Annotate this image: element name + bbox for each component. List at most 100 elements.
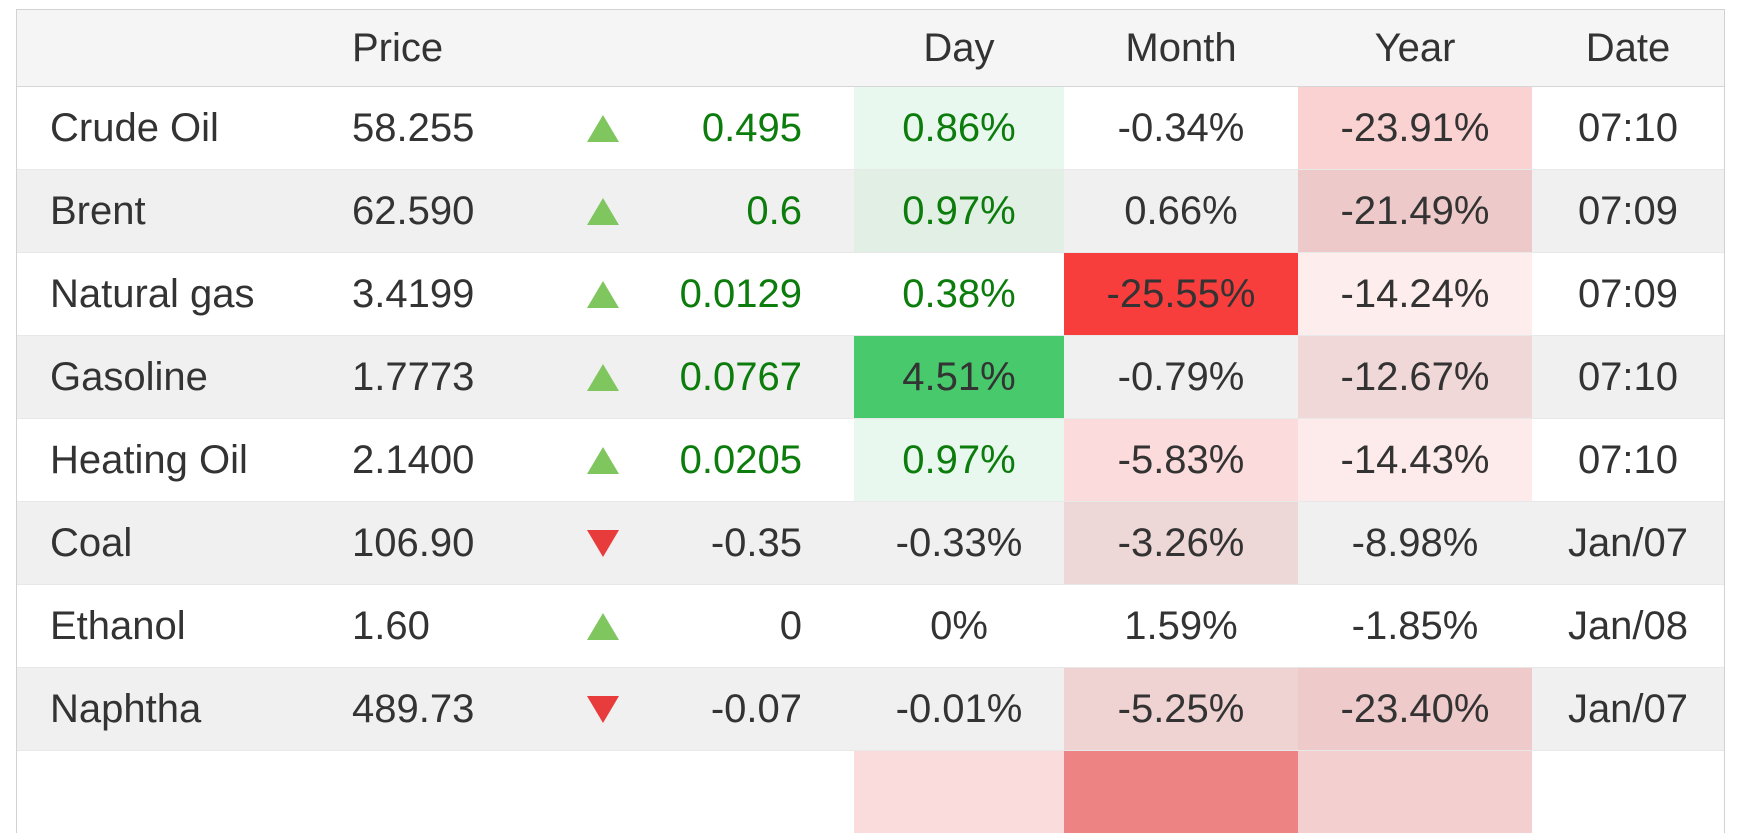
header-change [625, 10, 854, 86]
change-cell: 0 [779, 604, 802, 648]
commodity-name[interactable]: Heating Oil [50, 438, 248, 482]
direction-cell [580, 170, 625, 252]
table-row[interactable]: Ethanol 1.60 0 0% 1.59% -1.85% Jan/08 [17, 584, 1724, 667]
change-cell: 0.495 [701, 106, 802, 150]
direction-cell [580, 336, 625, 418]
commodity-name[interactable]: Ethanol [50, 604, 186, 648]
day-percent-cell: 0.38% [902, 272, 1016, 316]
month-percent-cell: -3.26% [1064, 502, 1298, 584]
day-percent-cell: 0.97% [854, 419, 1064, 501]
day-percent-cell: -0.01% [895, 687, 1023, 731]
triangle-up-icon [586, 612, 619, 640]
table-row[interactable]: Naphtha 489.73 -0.07 -0.01% -5.25% -23.4… [17, 667, 1724, 750]
triangle-down-icon [586, 529, 619, 557]
price-cell: 2.1400 [352, 438, 475, 482]
header-commodity [17, 10, 340, 86]
month-percent-cell: 1.59% [1124, 604, 1238, 648]
commodities-table: Price Day Month Year Date Crude Oil 58.2… [16, 9, 1725, 833]
date-cell: Jan/07 [1567, 687, 1689, 731]
change-cell: -0.35 [710, 521, 802, 565]
month-percent-cell [1064, 751, 1298, 833]
header-month: Month [1125, 26, 1237, 70]
header-direction [580, 10, 625, 86]
date-cell [1532, 751, 1724, 833]
date-cell: Jan/08 [1567, 604, 1689, 648]
change-cell: 0.6 [746, 189, 802, 233]
triangle-up-icon [586, 114, 619, 142]
month-percent-cell: -5.25% [1064, 668, 1298, 750]
year-percent-cell: -8.98% [1351, 521, 1479, 565]
day-percent-cell: 0% [930, 604, 988, 648]
table-row[interactable]: Gasoline 1.7773 0.0767 4.51% -0.79% -12.… [17, 335, 1724, 418]
direction-cell [580, 502, 625, 584]
header-year: Year [1374, 26, 1456, 70]
change-cell [625, 751, 854, 833]
month-percent-cell: -0.79% [1117, 355, 1245, 399]
price-cell: 58.255 [352, 106, 475, 150]
change-cell: -0.07 [710, 687, 802, 731]
triangle-up-icon [586, 197, 619, 225]
direction-cell [580, 419, 625, 501]
direction-cell [580, 751, 625, 833]
day-percent-cell: 0.97% [854, 170, 1064, 252]
direction-cell [580, 87, 625, 169]
price-cell: 1.7773 [352, 355, 475, 399]
date-cell: 07:10 [1577, 106, 1679, 150]
commodity-name[interactable]: Coal [50, 521, 133, 565]
month-percent-cell: -25.55% [1064, 253, 1298, 335]
year-percent-cell: -12.67% [1298, 336, 1532, 418]
day-percent-cell: -0.33% [895, 521, 1023, 565]
table-row[interactable]: Crude Oil 58.255 0.495 0.86% -0.34% -23.… [17, 87, 1724, 169]
day-percent-cell: 0.86% [854, 87, 1064, 169]
direction-cell [580, 668, 625, 750]
price-cell: 3.4199 [352, 272, 475, 316]
year-percent-cell: -1.85% [1351, 604, 1479, 648]
date-cell: 07:10 [1577, 438, 1679, 482]
year-percent-cell: -23.91% [1298, 87, 1532, 169]
commodity-name[interactable]: Gasoline [50, 355, 208, 399]
commodity-name[interactable] [17, 751, 340, 833]
month-percent-cell: -0.34% [1117, 106, 1245, 150]
table-row[interactable] [17, 750, 1724, 833]
header-date: Date [1585, 26, 1671, 70]
triangle-up-icon [586, 280, 619, 308]
year-percent-cell: -23.40% [1298, 668, 1532, 750]
change-cell: 0.0767 [679, 355, 802, 399]
triangle-down-icon [586, 695, 619, 723]
year-percent-cell: -21.49% [1298, 170, 1532, 252]
direction-cell [580, 585, 625, 667]
commodity-name[interactable]: Crude Oil [50, 106, 219, 150]
commodity-name[interactable]: Brent [50, 189, 146, 233]
commodity-name[interactable]: Natural gas [50, 272, 255, 316]
date-cell: Jan/07 [1567, 521, 1689, 565]
day-percent-cell: 4.51% [854, 336, 1064, 418]
date-cell: 07:10 [1577, 355, 1679, 399]
table-body: Crude Oil 58.255 0.495 0.86% -0.34% -23.… [17, 87, 1724, 833]
change-cell: 0.0205 [679, 438, 802, 482]
date-cell: 07:09 [1577, 189, 1679, 233]
price-cell: 106.90 [352, 521, 475, 565]
year-percent-cell: -14.24% [1298, 253, 1532, 335]
date-cell: 07:09 [1577, 272, 1679, 316]
table-header-row: Price Day Month Year Date [17, 10, 1724, 87]
price-cell: 489.73 [352, 687, 475, 731]
month-percent-cell: -5.83% [1064, 419, 1298, 501]
table-row[interactable]: Coal 106.90 -0.35 -0.33% -3.26% -8.98% J… [17, 501, 1724, 584]
year-percent-cell: -14.43% [1298, 419, 1532, 501]
price-cell: 1.60 [352, 604, 430, 648]
triangle-up-icon [586, 446, 619, 474]
header-day: Day [923, 26, 995, 70]
table-row[interactable]: Natural gas 3.4199 0.0129 0.38% -25.55% … [17, 252, 1724, 335]
year-percent-cell [1298, 751, 1532, 833]
direction-cell [580, 253, 625, 335]
commodity-name[interactable]: Naphtha [50, 687, 202, 731]
price-cell [340, 751, 580, 833]
table-row[interactable]: Heating Oil 2.1400 0.0205 0.97% -5.83% -… [17, 418, 1724, 501]
price-cell: 62.590 [352, 189, 475, 233]
header-price: Price [352, 26, 444, 70]
day-percent-cell [854, 751, 1064, 833]
triangle-up-icon [586, 363, 619, 391]
change-cell: 0.0129 [679, 272, 802, 316]
month-percent-cell: 0.66% [1124, 189, 1238, 233]
table-row[interactable]: Brent 62.590 0.6 0.97% 0.66% -21.49% 07:… [17, 169, 1724, 252]
